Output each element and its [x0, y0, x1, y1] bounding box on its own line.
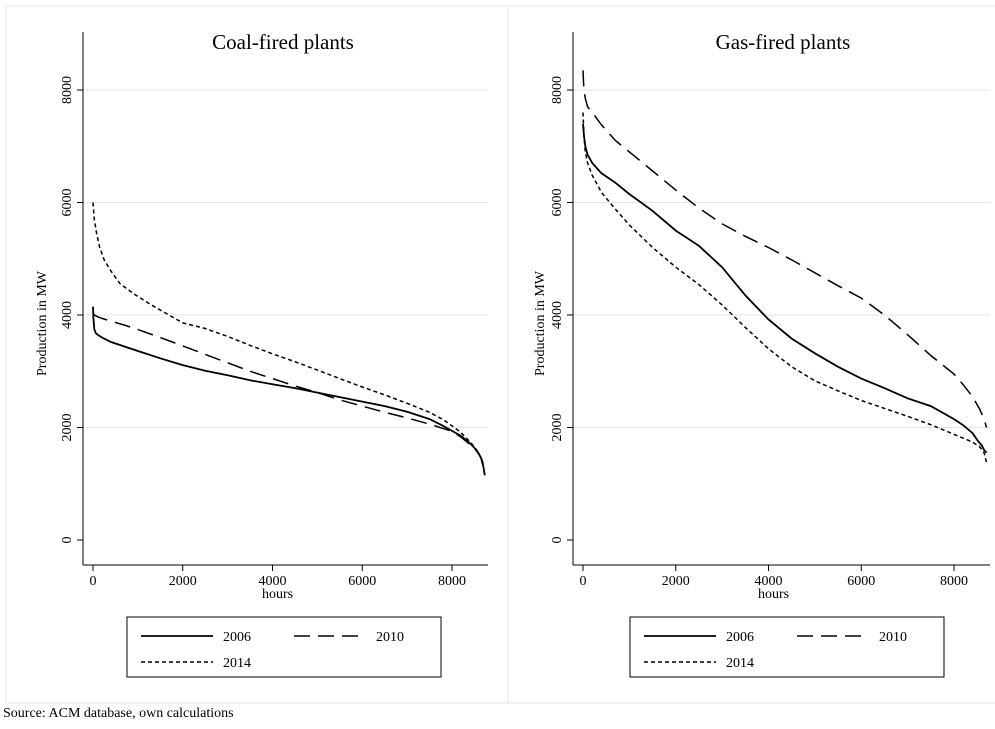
legend-label: 2010 [879, 630, 907, 645]
legend-label: 2014 [223, 656, 251, 671]
y-tick-label: 8000 [550, 76, 565, 104]
panel-frame [507, 5, 995, 704]
x-axis-label: hours [758, 587, 789, 602]
y-tick-label: 0 [60, 537, 75, 544]
series-line-2010 [92, 312, 486, 470]
x-tick-label: 4000 [755, 574, 783, 589]
legend-label: 2006 [726, 630, 754, 645]
y-tick-label: 6000 [60, 189, 75, 217]
legend-box [629, 616, 945, 678]
series-line-2014 [582, 112, 988, 463]
x-axis-label: hours [262, 587, 293, 602]
x-tick-label: 2000 [662, 574, 690, 589]
x-tick-label: 4000 [259, 574, 287, 589]
chart-title: Coal-fired plants [212, 30, 354, 54]
y-tick-label: 6000 [550, 189, 565, 217]
y-tick-label: 0 [550, 537, 565, 544]
y-tick-label: 2000 [550, 414, 565, 442]
x-tick-label: 0 [90, 574, 97, 589]
chart-title: Gas-fired plants [716, 30, 851, 54]
gas-panel: Gas-fired plants 0 2000 4000 6000 8000 0 2000 40… [507, 5, 995, 704]
legend-label: 2006 [223, 630, 251, 645]
source-note: Source: ACM database, own calculations [3, 706, 234, 721]
y-tick-label: 8000 [60, 76, 75, 104]
legend-label: 2014 [726, 656, 754, 671]
y-tick-label: 4000 [60, 301, 75, 329]
y-axis-label: Production in MW [35, 270, 50, 376]
x-tick-label: 8000 [438, 574, 466, 589]
x-tick-label: 6000 [847, 574, 875, 589]
y-axis-label: Production in MW [533, 270, 548, 376]
legend-label: 2010 [376, 630, 404, 645]
coal-panel: Coal-fired plants 0 2000 4000 6000 8000 0 2000 4… [5, 5, 509, 704]
series-line-2010 [582, 70, 988, 428]
x-tick-label: 6000 [348, 574, 376, 589]
x-tick-label: 0 [580, 574, 587, 589]
series-line-2006 [92, 306, 486, 476]
x-tick-label: 8000 [940, 574, 968, 589]
legend-box [126, 616, 442, 678]
x-tick-label: 2000 [169, 574, 197, 589]
series-line-2006 [582, 123, 988, 454]
y-tick-label: 2000 [60, 414, 75, 442]
y-tick-label: 4000 [550, 301, 565, 329]
